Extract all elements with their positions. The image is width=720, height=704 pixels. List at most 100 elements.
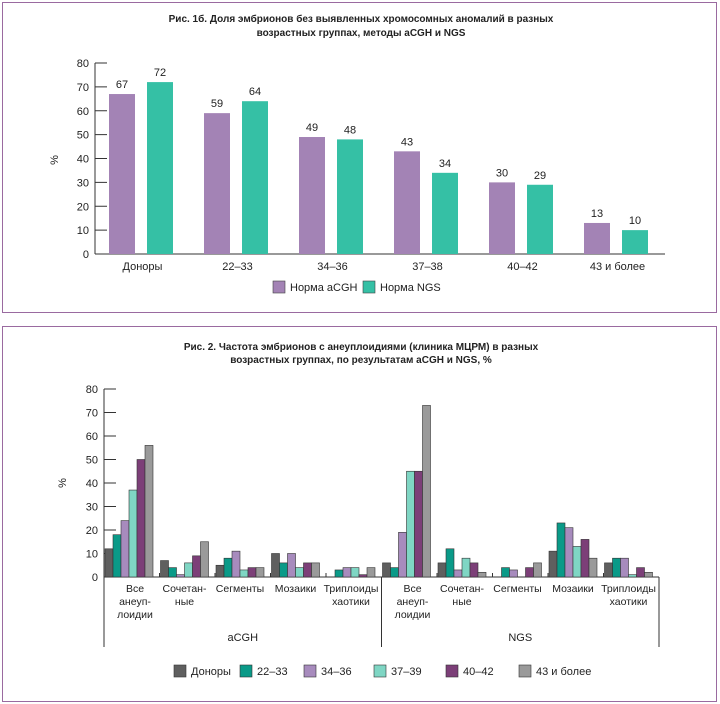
chart-2-y-tick-label: 60	[86, 431, 98, 443]
chart-1-bar	[394, 151, 420, 254]
chart-2-bar	[644, 571, 653, 578]
chart-1-x-tick-label: 40–42	[507, 261, 538, 273]
chart-2-legend-label: 34–36	[321, 666, 352, 678]
chart-2-bar	[350, 567, 360, 578]
chart-1-bar	[584, 222, 610, 254]
chart-2-bar	[580, 539, 590, 578]
chart-2-bar	[144, 445, 154, 578]
chart-2-group-label: NGS	[508, 632, 532, 644]
chart-2-x-tick-label: ные	[452, 596, 471, 608]
chart-1-data-label: 48	[344, 124, 356, 136]
chart-2-y-tick-label: 70	[86, 408, 98, 420]
chart-1-x-tick-label: 43 и более	[590, 261, 645, 273]
chart-2-bar	[287, 553, 296, 578]
chart-2-bar	[295, 567, 304, 578]
chart-2-bar	[398, 532, 407, 578]
chart-2-x-tick-label: анеуп-	[397, 596, 429, 608]
chart-2-bar	[279, 562, 288, 578]
chart-1-bar	[489, 182, 515, 254]
chart-2-bar	[620, 557, 629, 578]
chart-2-legend-swatch	[445, 664, 459, 678]
chart-1-data-label: 59	[211, 98, 223, 110]
chart-1-bar	[147, 82, 173, 254]
chart-2-bar	[564, 527, 574, 578]
chart-2-x-tick-label: лоидии	[395, 609, 431, 621]
chart-2-bar	[271, 553, 280, 578]
chart-2-bar	[215, 564, 225, 578]
chart-2-x-tick-label: Мозаики	[552, 583, 594, 595]
chart-2-legend-label: Доноры	[191, 666, 231, 678]
chart-1-y-tick-label: 50	[77, 130, 89, 142]
chart-1-y-tick-label: 60	[77, 106, 89, 118]
chart-2-x-tick-label: ные	[175, 596, 194, 608]
chart-2-bar	[136, 459, 146, 578]
chart-2-legend-swatch	[373, 664, 387, 678]
chart-2-bar	[247, 567, 257, 578]
chart-2-bar	[255, 567, 265, 578]
chart-2-bar	[612, 557, 621, 578]
chart-1-data-label: 43	[401, 136, 413, 148]
chart-2-y-tick-label: 20	[86, 525, 98, 537]
chart-1-panel	[2, 2, 717, 313]
chart-1-bar	[527, 184, 553, 254]
chart-2-bar	[548, 550, 558, 578]
chart-2-legend-label: 22–33	[257, 666, 288, 678]
chart-2-x-tick-label: Все	[126, 583, 144, 595]
chart-2-bar	[437, 562, 447, 578]
chart-2-title: Рис. 2. Частота эмбрионов с анеуплоидиям…	[184, 341, 539, 353]
chart-2-y-tick-label: 10	[86, 549, 98, 561]
chart-2-bar	[406, 470, 415, 578]
chart-2-y-tick-label: 40	[86, 478, 98, 490]
chart-2-x-tick-label: Триплоиды	[324, 583, 379, 595]
chart-2-y-label: %	[57, 478, 69, 488]
chart-2-x-tick-label: Сегменты	[493, 583, 541, 595]
chart-2-bar	[160, 560, 169, 578]
chart-2-bar	[184, 562, 193, 578]
chart-2-bar	[128, 489, 138, 578]
chart-2-x-tick-label: Сегменты	[216, 583, 264, 595]
chart-2-bar	[501, 567, 510, 578]
chart-2-bar	[200, 541, 209, 578]
chart-1-legend-swatch	[362, 280, 376, 294]
chart-1-bar	[337, 139, 363, 254]
chart-2-legend-label: 37–39	[391, 666, 422, 678]
chart-2-bar	[636, 567, 645, 578]
chart-1-bar	[432, 172, 458, 254]
chart-2-bar	[192, 555, 201, 578]
chart-1-x-tick-label: Доноры	[123, 261, 163, 273]
chart-2-bar	[390, 567, 399, 578]
chart-2-bar	[382, 562, 391, 578]
chart-2-bar	[366, 567, 376, 578]
chart-2-x-tick-label: Триплоиды	[601, 583, 656, 595]
chart-2-bar	[414, 470, 423, 578]
chart-2-x-tick-label: Сочетан-	[440, 583, 484, 595]
chart-1-bar	[109, 94, 135, 254]
chart-1-title: возрастных группах, методы aCGH и NGS	[257, 28, 466, 39]
chart-2-bar	[533, 562, 542, 578]
chart-1-legend-swatch	[272, 280, 286, 294]
chart-2-x-tick-label: лоидии	[117, 609, 153, 621]
chart-2-bar	[572, 546, 582, 578]
chart-2-bar	[525, 567, 534, 578]
chart-1-y-tick-label: 20	[77, 201, 89, 213]
chart-2-bar	[453, 569, 463, 578]
chart-2-bar	[168, 567, 177, 578]
chart-2-bar	[469, 562, 479, 578]
chart-2-legend-label: 40–42	[463, 666, 494, 678]
chart-1-data-label: 13	[591, 208, 603, 220]
chart-1-data-label: 72	[154, 67, 166, 79]
chart-1-data-label: 49	[306, 122, 318, 134]
chart-2-bar	[588, 557, 598, 578]
chart-2-bar	[477, 571, 487, 578]
chart-1-bar	[242, 101, 268, 254]
chart-1-x-tick-label: 37–38	[412, 261, 443, 273]
chart-2-panel	[2, 326, 717, 702]
chart-2-bar	[112, 534, 122, 578]
chart-1-data-label: 67	[116, 79, 128, 91]
chart-1-y-tick-label: 30	[77, 177, 89, 189]
chart-1-y-tick-label: 80	[77, 58, 89, 70]
chart-2-bar	[176, 574, 185, 578]
chart-2-y-tick-label: 80	[86, 384, 98, 396]
